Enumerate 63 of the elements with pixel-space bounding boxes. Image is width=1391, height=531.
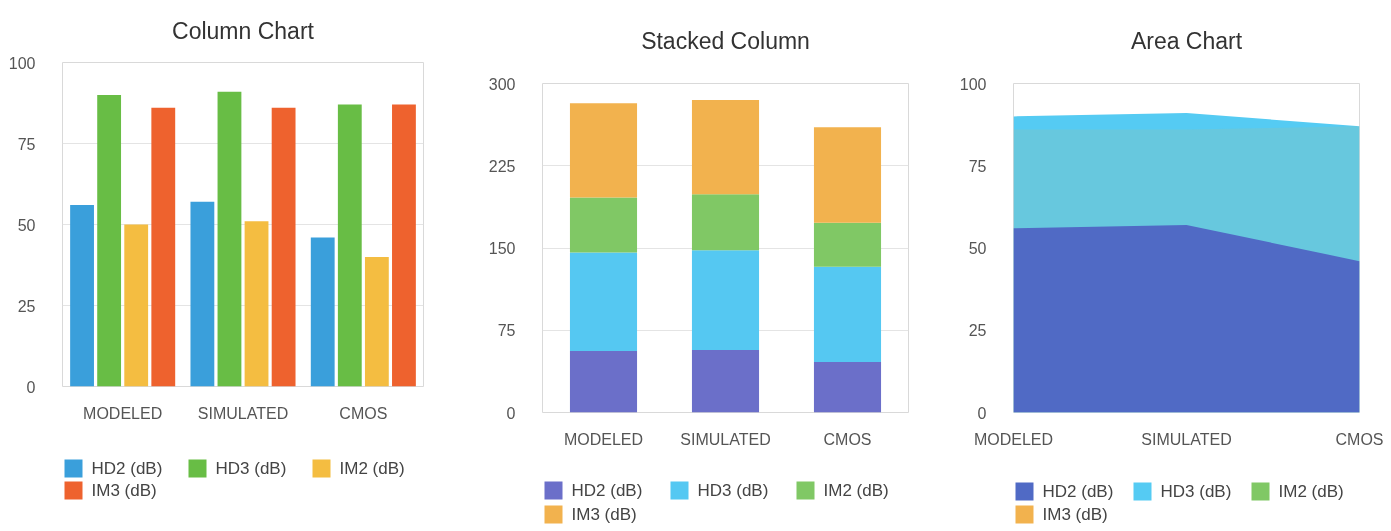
legend-label: HD3 (dB)	[215, 459, 287, 478]
chart-title: Area Chart	[1130, 28, 1243, 54]
bar	[271, 107, 296, 387]
legend-label: HD3 (dB)	[697, 481, 769, 500]
x-tick-label: MODELED	[973, 430, 1054, 448]
legend-label: IM3 (dB)	[1042, 505, 1108, 524]
chart-title: Column Chart	[172, 17, 315, 44]
legend-label: IM2 (dB)	[339, 459, 405, 478]
bar	[691, 99, 760, 195]
bar	[124, 224, 149, 387]
legend-label: HD2 (dB)	[1042, 482, 1114, 501]
x-tick-label: CMOS	[339, 404, 388, 422]
x-tick-label: SIMULATED	[680, 430, 771, 448]
bar	[190, 201, 215, 387]
y-tick-label: 25	[17, 297, 36, 315]
bar	[310, 237, 335, 387]
bar	[151, 107, 176, 387]
bar	[813, 222, 882, 267]
y-tick-label: 225	[488, 157, 516, 175]
legend-label: HD2 (dB)	[91, 459, 163, 478]
bar	[244, 221, 269, 387]
bar	[569, 351, 638, 413]
y-tick-label: 25	[968, 322, 987, 340]
bar	[569, 197, 638, 253]
x-tick-label: SIMULATED	[1141, 430, 1232, 448]
y-tick-label: 75	[497, 322, 516, 340]
y-tick-label: 75	[968, 157, 987, 175]
bar	[364, 256, 389, 387]
bar	[691, 349, 760, 413]
bar	[691, 250, 760, 350]
x-tick-label: MODELED	[83, 404, 163, 422]
x-tick-label: SIMULATED	[197, 404, 289, 422]
x-tick-label: CMOS	[1335, 430, 1384, 448]
legend-label: IM2 (dB)	[1278, 482, 1344, 501]
y-tick-label: 300	[488, 75, 516, 93]
bar	[813, 266, 882, 363]
bar	[217, 91, 242, 387]
x-tick-label: MODELED	[563, 430, 644, 448]
y-tick-label: 150	[488, 240, 516, 257]
legend-label: IM3 (dB)	[91, 481, 157, 500]
legend-label: HD3 (dB)	[1160, 482, 1232, 501]
x-tick-label: CMOS	[823, 430, 872, 448]
y-tick-label: 0	[506, 404, 516, 422]
legend-label: IM2 (dB)	[823, 481, 889, 500]
y-tick-label: 50	[968, 240, 987, 257]
y-tick-label: 75	[17, 135, 36, 153]
y-tick-label: 100	[959, 75, 987, 93]
legend-label: IM3 (dB)	[571, 505, 637, 524]
bar	[337, 104, 362, 387]
bar	[569, 103, 638, 198]
bar	[813, 127, 882, 223]
chart-title: Stacked Column	[641, 28, 810, 54]
y-tick-label: 100	[8, 54, 36, 72]
bar	[97, 94, 122, 387]
bar	[813, 362, 882, 413]
legend-label: HD2 (dB)	[571, 481, 643, 500]
y-tick-label: 0	[26, 378, 36, 396]
bar	[569, 252, 638, 352]
bar	[70, 205, 94, 387]
y-tick-label: 0	[977, 404, 987, 422]
y-tick-label: 50	[17, 216, 36, 234]
bar	[392, 104, 416, 387]
bar	[691, 194, 760, 251]
